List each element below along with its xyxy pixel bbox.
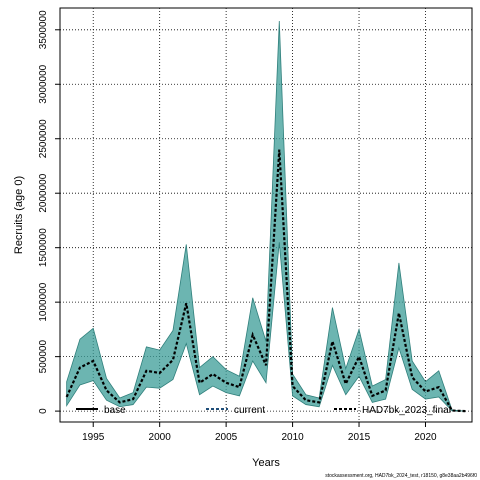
x-axis-title: Years bbox=[252, 457, 280, 469]
y-tick-label: 0 bbox=[38, 408, 49, 414]
footnote: stockassessment.org, HAD7bk_2024_test, r… bbox=[325, 473, 477, 479]
x-tick-label: 2015 bbox=[348, 432, 371, 443]
y-tick-label: 500000 bbox=[38, 340, 49, 374]
y-axis-ticks: 0 500000 1000000 1500000 2000000 2500000 30000… bbox=[38, 10, 60, 414]
confidence-band-area bbox=[66, 21, 466, 412]
y-tick-label: 2500000 bbox=[38, 119, 49, 158]
legend-label: current bbox=[234, 405, 265, 416]
legend: base current HAD7bk_2023_final bbox=[76, 405, 451, 416]
x-axis-ticks: 1995 2000 2005 2010 2015 2020 bbox=[82, 422, 437, 443]
x-tick-label: 2005 bbox=[215, 432, 238, 443]
x-tick-label: 1995 bbox=[82, 432, 105, 443]
y-tick-label: 1500000 bbox=[38, 228, 49, 267]
y-tick-label: 3000000 bbox=[38, 64, 49, 103]
plot-frame bbox=[59, 7, 473, 423]
y-tick-label: 2000000 bbox=[38, 173, 49, 212]
series-line-HAD7bk_2023_final bbox=[65, 149, 466, 413]
y-tick-label: 1000000 bbox=[38, 282, 49, 321]
x-tick-label: 2000 bbox=[149, 432, 172, 443]
y-axis-title: Recruits (age 0) bbox=[13, 176, 25, 254]
legend-label: HAD7bk_2023_final bbox=[362, 405, 451, 416]
legend-label: base bbox=[104, 405, 126, 416]
y-tick-label: 3500000 bbox=[38, 10, 49, 49]
x-tick-label: 2010 bbox=[281, 432, 304, 443]
series-lines bbox=[65, 149, 466, 413]
confidence-band bbox=[66, 21, 466, 412]
x-tick-label: 2020 bbox=[414, 432, 437, 443]
